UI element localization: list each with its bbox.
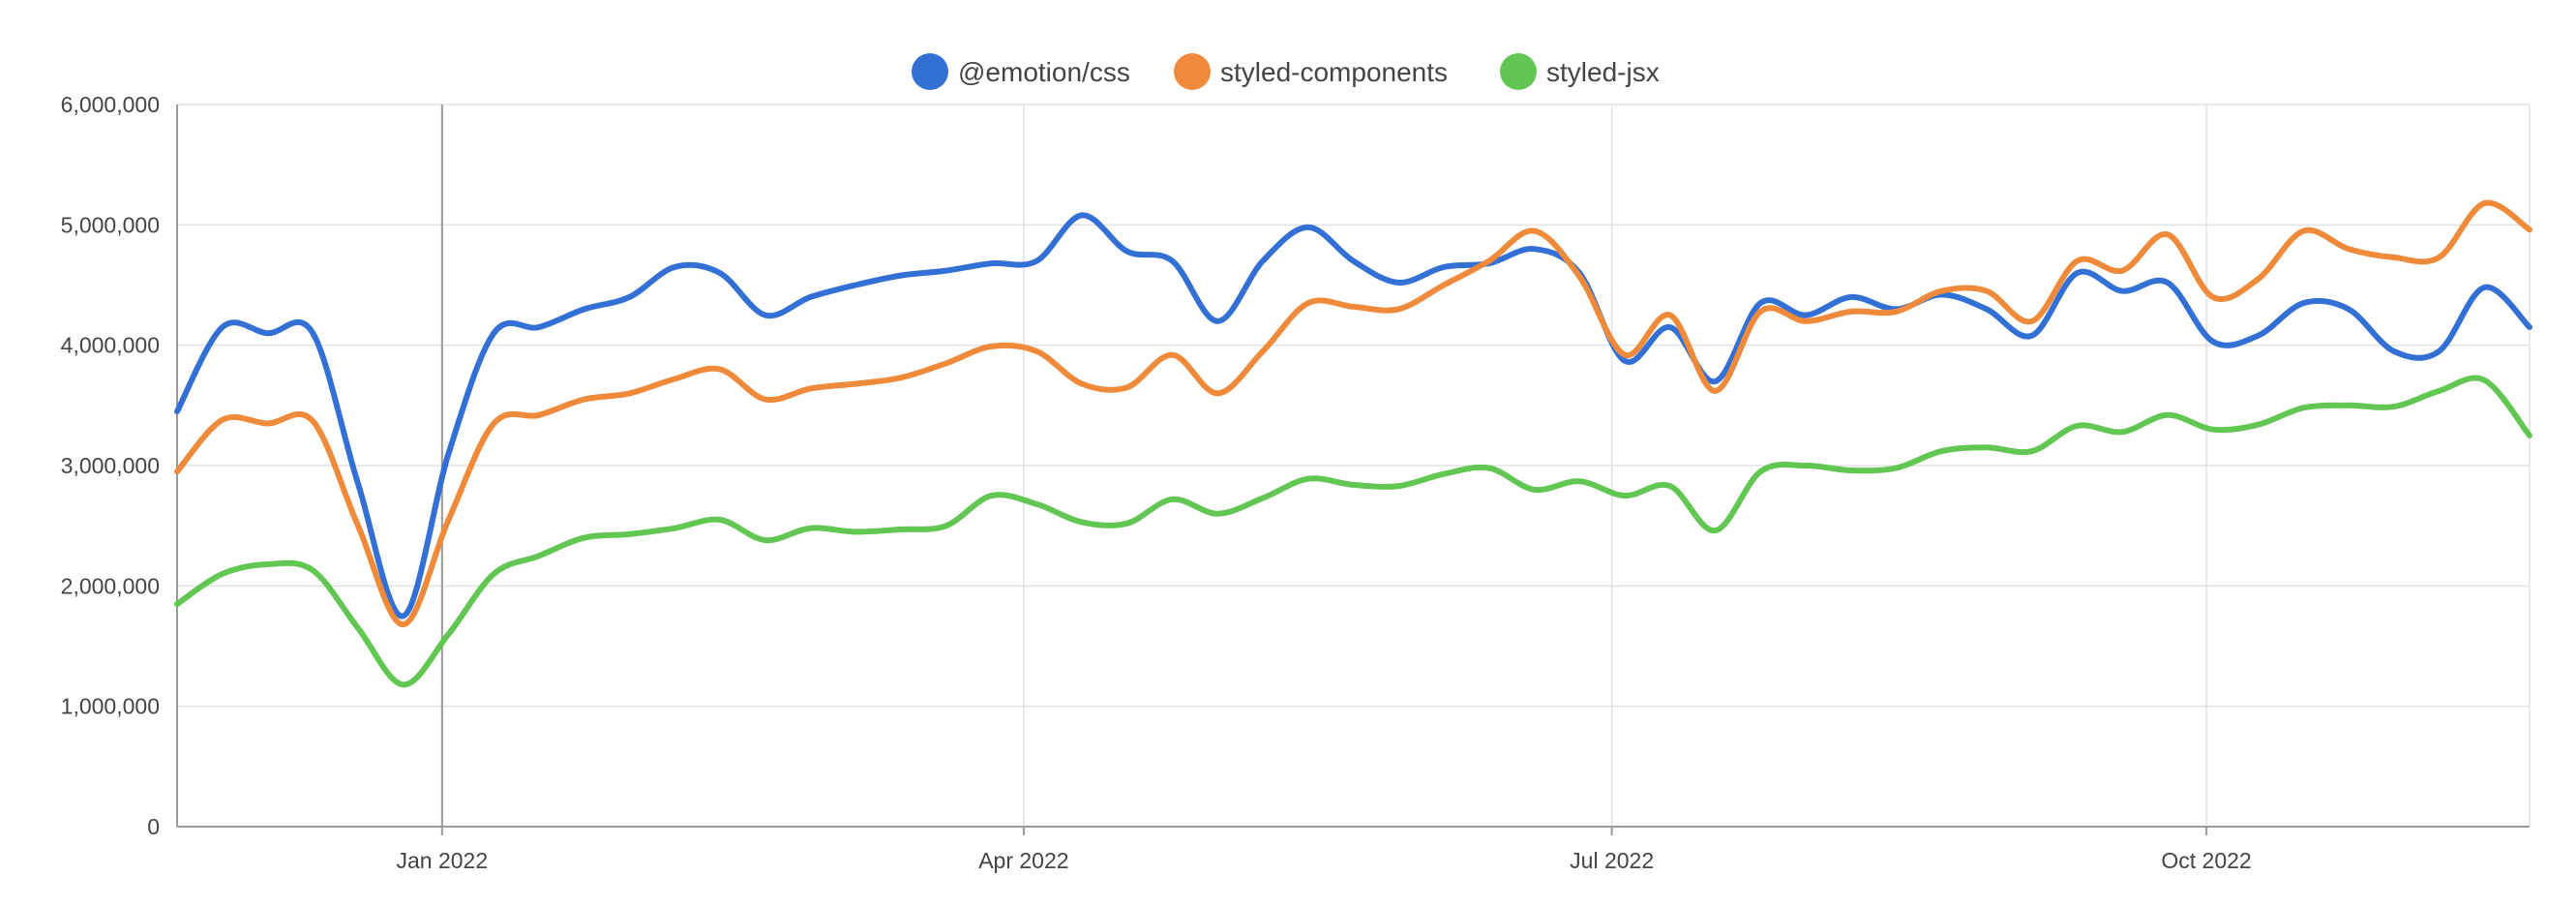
line-chart: 0 1,000,000 2,000,000 3,000,000 4,000,000 5,0… bbox=[0, 0, 2576, 906]
legend-label: styled-components bbox=[1220, 57, 1448, 87]
x-tick-label: Jul 2022 bbox=[1570, 848, 1654, 873]
legend-item[interactable]: styled-jsx bbox=[1500, 53, 1660, 90]
y-tick-label: 3,000,000 bbox=[61, 453, 160, 478]
x-tick-label: Jan 2022 bbox=[397, 848, 489, 873]
legend: @emotion/css styled-components styled-jsx bbox=[912, 53, 1660, 90]
x-tick-label: Oct 2022 bbox=[2161, 848, 2251, 873]
legend-swatch bbox=[912, 53, 948, 90]
y-tick-label: 5,000,000 bbox=[61, 212, 160, 237]
y-tick-label: 6,000,000 bbox=[61, 92, 160, 117]
x-tick-label: Apr 2022 bbox=[978, 848, 1068, 873]
legend-label: styled-jsx bbox=[1546, 57, 1660, 87]
series-lines bbox=[177, 202, 2530, 684]
legend-swatch bbox=[1174, 53, 1211, 90]
series-line-styled-jsx bbox=[177, 378, 2530, 685]
y-tick-label: 0 bbox=[147, 814, 160, 839]
legend-item[interactable]: styled-components bbox=[1174, 53, 1448, 90]
legend-item[interactable]: @emotion/css bbox=[912, 53, 1130, 90]
y-tick-label: 4,000,000 bbox=[61, 333, 160, 358]
legend-swatch bbox=[1500, 53, 1537, 90]
grid bbox=[177, 105, 2530, 827]
y-tick-label: 1,000,000 bbox=[61, 694, 160, 719]
y-tick-label: 2,000,000 bbox=[61, 573, 160, 598]
legend-label: @emotion/css bbox=[958, 57, 1130, 87]
chart-canvas: 0 1,000,000 2,000,000 3,000,000 4,000,000 5,0… bbox=[0, 0, 2576, 906]
